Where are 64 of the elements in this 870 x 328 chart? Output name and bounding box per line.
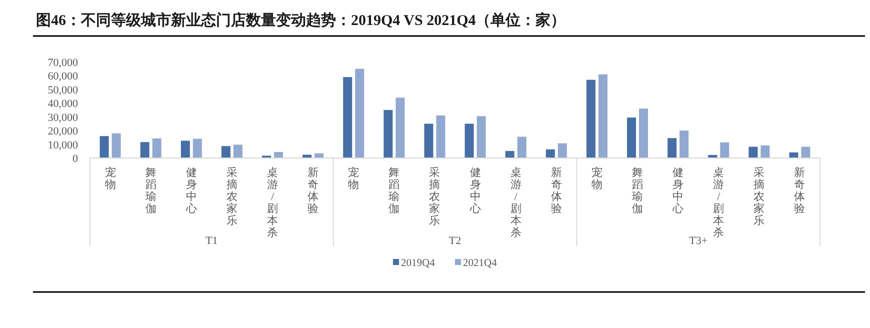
y-tick-label: 30,000 <box>48 112 78 124</box>
x-tick-label: 新奇体验 <box>550 166 562 215</box>
chart-title: 图46：不同等级城市新业态门店数量变动趋势：2019Q4 VS 2021Q4（单位：家） <box>36 11 566 29</box>
bar <box>221 146 230 158</box>
bar <box>639 108 648 158</box>
bar <box>680 130 689 158</box>
x-tick-label: 采摘农家乐 <box>429 166 440 227</box>
text: T2 <box>448 235 462 247</box>
bar <box>274 152 283 158</box>
bar <box>384 110 393 158</box>
x-tick-label: 健身中心 <box>672 167 684 215</box>
x-tick-label: 宠物 <box>104 166 116 191</box>
y-tick-label: 60,000 <box>48 70 78 83</box>
bar <box>668 138 677 158</box>
bar <box>424 124 434 158</box>
bar <box>355 68 364 158</box>
x-tick-label: 桌游/剧本杀 <box>267 166 278 239</box>
bar <box>558 143 567 158</box>
bar <box>720 142 730 158</box>
x-tick-label: 宠物 <box>348 166 360 191</box>
x-tick-label: 健身中心 <box>184 167 197 215</box>
bar <box>192 138 202 158</box>
x-tick-label: 采摘农家乐 <box>754 166 765 227</box>
x-tick-label: 桌游/剧本杀 <box>713 166 724 239</box>
y-tick-label: 0 <box>72 153 78 165</box>
y-tick-label: 10,000 <box>48 139 78 152</box>
bar <box>505 151 514 158</box>
y-tick-label: 40,000 <box>48 98 78 110</box>
bar <box>436 115 446 158</box>
legend-label: 2019Q4 <box>401 258 436 269</box>
x-tick-label: 舞蹈瑜伽 <box>632 167 643 215</box>
bar <box>396 98 405 158</box>
y-tick-label: 50,000 <box>48 84 78 96</box>
x-tick-label: 舞蹈瑜伽 <box>145 167 156 215</box>
bar <box>112 133 121 158</box>
x-tick-label: 宠物 <box>591 166 602 191</box>
bar <box>464 124 474 158</box>
x-tick-label: 健身中心 <box>468 167 481 215</box>
text: T3+ <box>689 235 708 247</box>
legend-label: 2021Q4 <box>463 258 498 269</box>
bar <box>760 145 770 158</box>
bar <box>343 77 352 158</box>
bar <box>100 136 109 158</box>
bar <box>233 144 242 158</box>
text: T1 <box>206 235 218 247</box>
bar <box>748 146 758 158</box>
y-tick-label: 70,000 <box>48 57 78 69</box>
bar <box>627 118 636 158</box>
bar <box>180 140 190 158</box>
bar <box>546 149 555 158</box>
x-tick-label: 新奇体验 <box>794 166 806 215</box>
x-tick-label: 桌游/剧本杀 <box>510 166 522 239</box>
bar <box>586 80 596 158</box>
bar <box>598 74 608 158</box>
bar <box>152 138 162 158</box>
bar <box>801 146 810 158</box>
x-tick-label: 舞蹈瑜伽 <box>388 167 400 215</box>
bar <box>476 116 486 158</box>
bar <box>302 154 312 158</box>
bar <box>140 142 150 158</box>
x-tick-label: 新奇体验 <box>308 166 319 215</box>
y-tick-label: 20,000 <box>48 126 78 138</box>
bar <box>517 136 526 158</box>
x-tick-label: 采摘农家乐 <box>226 166 238 227</box>
